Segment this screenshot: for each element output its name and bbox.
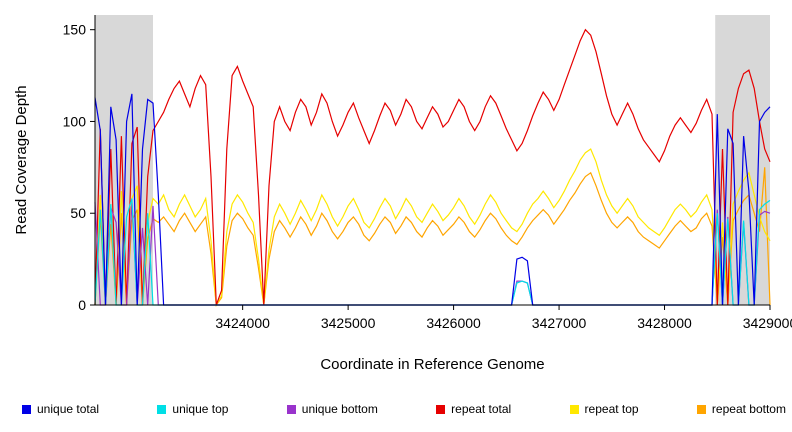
legend-item-repeat-top: repeat top bbox=[569, 402, 639, 416]
legend-item-repeat-total: repeat total bbox=[436, 402, 511, 416]
legend-item-unique-bottom: unique bottom bbox=[286, 402, 378, 416]
legend-item-unique-top: unique top bbox=[157, 402, 228, 416]
legend-swatch-repeat-total bbox=[436, 404, 446, 414]
y-tick-label: 0 bbox=[78, 297, 86, 313]
series-repeat-total bbox=[94, 28, 771, 306]
x-tick-label: 3426000 bbox=[426, 315, 481, 331]
legend-swatch-repeat-bottom bbox=[696, 404, 706, 414]
legend-item-unique-total: unique total bbox=[22, 402, 99, 416]
x-axis-title: Coordinate in Reference Genome bbox=[320, 356, 545, 373]
x-tick-label: 3425000 bbox=[321, 315, 376, 331]
legend-label: unique bottom bbox=[301, 402, 378, 416]
legend-label: repeat bottom bbox=[711, 402, 786, 416]
legend-label: repeat top bbox=[584, 402, 639, 416]
legend-swatch-unique-bottom bbox=[286, 404, 296, 414]
series-repeat-bottom bbox=[94, 167, 771, 307]
series-repeat-top bbox=[94, 148, 771, 307]
x-tick-label: 3428000 bbox=[637, 315, 692, 331]
y-tick-label: 50 bbox=[70, 205, 86, 221]
legend-swatch-unique-top bbox=[157, 404, 167, 414]
legend-swatch-repeat-top bbox=[569, 404, 579, 414]
legend-label: unique total bbox=[37, 402, 100, 416]
x-tick-label: 3424000 bbox=[215, 315, 270, 331]
plot-area: 3424000 3425000 3426000 3427000 3428000 34290… bbox=[63, 15, 792, 331]
y-tick-label: 100 bbox=[63, 113, 87, 129]
legend-item-repeat-bottom: repeat bottom bbox=[696, 402, 786, 416]
series-unique-bottom bbox=[94, 202, 771, 306]
legend-swatch-unique-total bbox=[22, 404, 31, 414]
x-tick-label: 3427000 bbox=[532, 315, 587, 331]
legend: unique total unique top unique bottom repea… bbox=[22, 402, 786, 416]
x-tick-label: 3429000 bbox=[743, 315, 792, 331]
legend-label: unique top bbox=[172, 402, 229, 416]
series-unique-total bbox=[94, 93, 771, 306]
y-tick-label: 150 bbox=[63, 22, 87, 38]
legend-label: repeat total bbox=[451, 402, 512, 416]
